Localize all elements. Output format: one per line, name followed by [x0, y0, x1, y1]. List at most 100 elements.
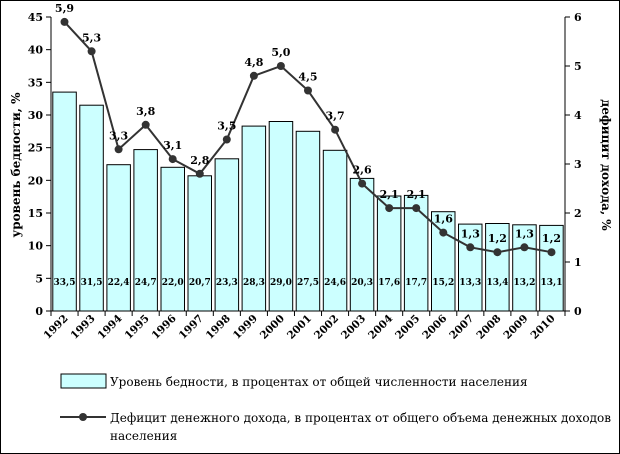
line-value-label-1993: 5,3 — [82, 31, 101, 44]
y-tick-label: 10 — [28, 240, 44, 253]
y2-tick-label: 1 — [574, 256, 582, 269]
bar-1998 — [214, 158, 240, 312]
line-value-label-2003: 2,6 — [353, 164, 372, 177]
line-point-2000 — [276, 62, 285, 70]
bar-value-label-2002: 24,6 — [324, 278, 346, 288]
x-tick-label-2000: 2000 — [258, 313, 287, 342]
line-series — [60, 17, 556, 257]
y-tick-label: 45 — [28, 11, 43, 24]
line-point-2005 — [412, 204, 421, 213]
y2-tick-label: 0 — [574, 305, 582, 318]
y2-tick-label: 2 — [574, 207, 582, 220]
line-value-label-2006: 1,6 — [434, 213, 453, 226]
line-value-label-2009: 1,3 — [515, 227, 534, 240]
bar-1997 — [187, 175, 212, 312]
bar-value-label-1997: 20,7 — [189, 278, 211, 288]
line-point-2001 — [304, 86, 312, 95]
line-point-2002 — [331, 125, 340, 134]
line-value-label-1996: 3,1 — [163, 139, 182, 152]
y-tick-label: 20 — [28, 174, 44, 187]
bar-value-label-2010: 13,1 — [541, 278, 563, 288]
bar-value-label-2006: 15,2 — [432, 278, 454, 288]
line-point-1993 — [87, 47, 96, 56]
bar-2005 — [403, 194, 429, 312]
line-value-label-1995: 3,8 — [136, 105, 155, 118]
legend-bar-label: Уровень бедности, в процентах от общей ч… — [110, 375, 528, 389]
bar-value-label-2001: 27,5 — [297, 278, 319, 288]
bar-value-label-1994: 22,4 — [108, 278, 130, 288]
x-tick-label-1997: 1997 — [177, 313, 206, 342]
bar-1994 — [106, 164, 131, 312]
bar-value-label-2003: 20,3 — [351, 278, 373, 288]
legend-bar-swatch — [60, 373, 107, 389]
line-point-2009 — [520, 243, 529, 252]
line-point-2003 — [358, 179, 367, 188]
bar-series — [52, 91, 564, 312]
line-value-label-2000: 5,0 — [271, 46, 290, 59]
line-value-label-2004: 2,1 — [380, 188, 399, 201]
line-value-label-1998: 3,5 — [217, 120, 236, 133]
bar-2004 — [376, 195, 402, 312]
line-value-label-1999: 4,8 — [244, 56, 263, 69]
bar-value-label-1992: 33,5 — [54, 278, 76, 288]
line-value-label-1992: 5,9 — [55, 2, 74, 15]
x-tick-label-1999: 1999 — [231, 313, 260, 342]
line-value-label-1994: 3,3 — [109, 129, 128, 142]
y2-axis-title: дефицит дохода, % — [599, 99, 613, 231]
legend-line-label-2: населения — [110, 429, 177, 443]
labels: 33,5 31,5 22,4 24,7 22,0 20,7 23,3 28,3 29,0 27,5… — [54, 2, 563, 288]
bar-2003 — [349, 177, 375, 312]
line-point-2008 — [493, 248, 502, 257]
y-tick-label: 35 — [28, 76, 43, 89]
line-point-2010 — [547, 248, 556, 257]
x-tick-label-2007: 2007 — [447, 313, 476, 342]
y-tick-label: 25 — [28, 142, 43, 155]
y2-tick-label: 3 — [574, 158, 582, 171]
line-value-label-1997: 2,8 — [190, 154, 209, 167]
legend-line-marker — [79, 413, 87, 421]
line-point-2006 — [439, 228, 448, 237]
line-point-2004 — [385, 204, 394, 213]
line-point-1996 — [168, 155, 177, 164]
line-value-label-2001: 4,5 — [298, 71, 317, 84]
y2-tick-label: 5 — [574, 60, 582, 73]
line-value-label-2007: 1,3 — [461, 227, 480, 240]
line-value-label-2005: 2,1 — [407, 188, 426, 201]
x-tick-label-1993: 1993 — [69, 313, 98, 342]
bar-value-label-2000: 29,0 — [270, 278, 292, 288]
line-value-label-2010: 1,2 — [542, 232, 561, 245]
bar-value-label-1999: 28,3 — [243, 278, 265, 288]
x-tick-label-2009: 2009 — [501, 313, 530, 342]
bar-value-label-2005: 17,7 — [405, 278, 427, 288]
y-tick-label: 30 — [28, 109, 44, 122]
bar-value-label-1998: 23,3 — [216, 278, 238, 288]
x-tick-label-2006: 2006 — [420, 313, 449, 342]
x-tick-label-2004: 2004 — [366, 313, 395, 342]
x-tick-label-2010: 2010 — [528, 313, 557, 342]
y-tick-label: 5 — [35, 272, 43, 285]
x-tick-label-2001: 2001 — [285, 313, 314, 342]
y-tick-label: 15 — [28, 207, 43, 220]
x-tick-label-1994: 1994 — [96, 313, 125, 342]
y-tick-label: 0 — [35, 305, 43, 318]
line-value-label-2008: 1,2 — [488, 232, 507, 245]
bar-value-label-1995: 24,7 — [135, 278, 157, 288]
line-point-1995 — [141, 120, 150, 129]
x-tick-label-1996: 1996 — [150, 313, 179, 342]
x-tick-label-1995: 1995 — [123, 313, 152, 342]
legend-line-label-1: Дефицит денежного дохода, в процентах от… — [110, 411, 611, 425]
y-tick-label: 40 — [28, 44, 44, 57]
bar-value-label-2009: 13,2 — [513, 278, 535, 288]
line-point-1997 — [195, 169, 204, 178]
line-point-1994 — [114, 145, 123, 154]
x-tick-label-2002: 2002 — [312, 313, 341, 342]
line-value-label-2002: 3,7 — [326, 110, 345, 123]
bar-value-label-1996: 22,0 — [162, 278, 184, 288]
line-point-1999 — [249, 71, 258, 80]
y2-tick-label: 6 — [574, 11, 582, 24]
bar-2006 — [431, 211, 456, 312]
bar-value-label-2008: 13,4 — [486, 278, 508, 288]
bar-value-label-2007: 13,3 — [459, 278, 481, 288]
x-tick-label-2003: 2003 — [339, 313, 368, 342]
